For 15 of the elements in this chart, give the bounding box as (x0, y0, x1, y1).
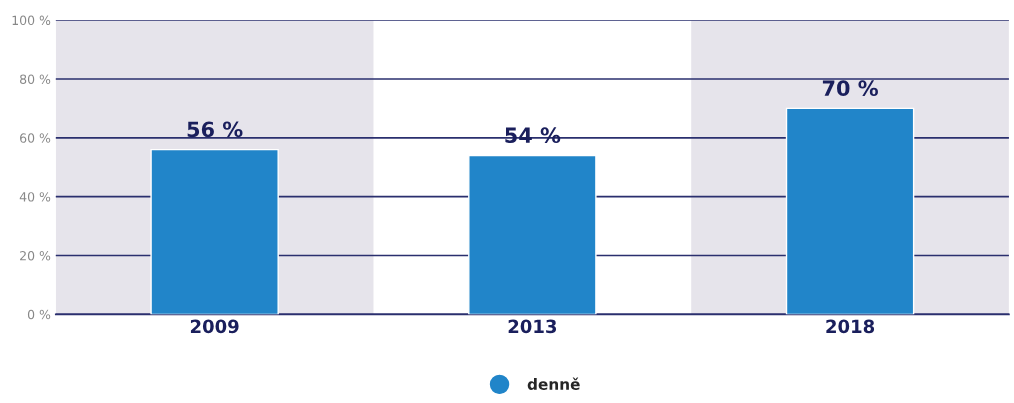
y-tick-label: 20 % (20, 250, 51, 261)
y-tick-label: 100 % (12, 15, 51, 26)
y-tick-label: 60 % (20, 133, 51, 143)
bar (468, 154, 597, 315)
y-tick-label: 40 % (19, 192, 51, 202)
bar (150, 148, 279, 315)
x-tick-label: 2013 (508, 319, 557, 334)
bar (785, 107, 915, 315)
legend-label: denně (527, 377, 580, 390)
x-tick-label: 2009 (190, 319, 239, 334)
y-tick-label: 80 % (20, 74, 51, 84)
data-label: 70 % (822, 80, 878, 97)
x-tick-label: 2018 (826, 319, 875, 334)
data-label: 56 % (187, 121, 243, 138)
y-tick-label: 0 % (27, 309, 51, 320)
